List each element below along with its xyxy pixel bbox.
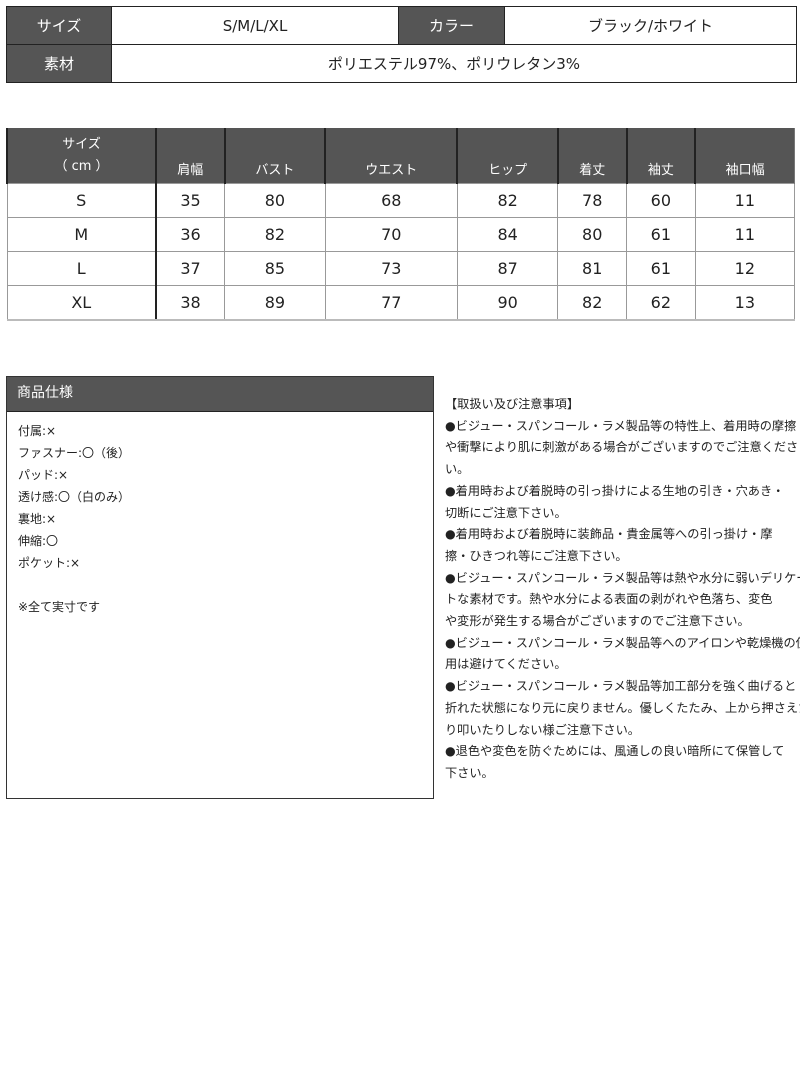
size-cell: S (6, 183, 157, 218)
measurement-cell: 11 (694, 183, 796, 218)
material-value: ポリエステル97%、ポリウレタン3% (111, 44, 797, 83)
measurement-cell: 11 (694, 217, 796, 252)
spec-line: ※全て実寸です (18, 600, 101, 614)
note-line: ●退色や変色を防ぐためには、風通しの良い暗所にて保管して (445, 744, 785, 759)
spec-line: 付属:× (18, 424, 57, 438)
measurement-cell: 35 (155, 183, 226, 218)
spec-line: 透け感:〇（白のみ） (18, 490, 131, 504)
note-line: 切断にご注意下さい。 (445, 505, 567, 520)
note-line: ●着用時および着脱時の引っ掛けによる生地の引き・穴あき・ (445, 483, 785, 498)
column-header: ウエスト (324, 128, 458, 184)
spec-panel: 商品仕様 付属:× ファスナー:〇（後） パッド:× 透け感:〇（白のみ） 裏地:× 伸縮… (6, 376, 434, 799)
note-line: ●ビジュー・スパンコール・ラメ製品等加工部分を強く曲げると (445, 679, 797, 694)
spec-line: 裏地:× (18, 512, 57, 526)
measurement-cell: 60 (626, 183, 696, 218)
measurement-cell: 13 (694, 285, 796, 321)
spec-title: 商品仕様 (7, 377, 433, 412)
note-line: ●ビジュー・スパンコール・ラメ製品等の特性上、着用時の摩擦 (445, 418, 797, 433)
note-line: や変形が発生する場合がございますのでご注意下さい。 (445, 614, 750, 629)
size-cell: XL (6, 285, 157, 321)
notes-title: 【取扱い及び注意事項】 (445, 397, 580, 411)
spec-line: ポケット:× (18, 556, 81, 570)
measurement-cell: 70 (324, 217, 458, 252)
size-table: サイズ（ cm ） 肩幅 バスト ウエスト ヒップ 着丈 袖丈 袖口幅 S 35 80 68 82 7… (6, 128, 796, 321)
note-line: い。 (445, 462, 470, 477)
measurement-cell: 36 (155, 217, 226, 252)
size-cell: M (6, 217, 157, 252)
size-label: サイズ (6, 6, 112, 45)
size-cell: L (6, 251, 157, 286)
table-row: S 35 80 68 82 78 60 11 (6, 183, 796, 218)
measurement-cell: 37 (155, 251, 226, 286)
measurement-cell: 84 (456, 217, 559, 252)
note-line: トな素材です。熱や水分による表面の剥がれや色落ち、変色 (445, 592, 773, 607)
note-line: 擦・ひきつれ等にご注意下さい。 (445, 548, 628, 563)
column-header: 着丈 (556, 128, 628, 184)
column-header: 袖口幅 (694, 128, 796, 184)
spec-line: パッド:× (18, 468, 69, 482)
measurement-cell: 80 (557, 217, 628, 252)
care-notes: 【取扱い及び注意事項】 ●ビジュー・スパンコール・ラメ製品等の特性上、着用時の摩… (445, 394, 800, 785)
measurement-cell: 62 (626, 285, 696, 321)
measurement-cell: 73 (324, 251, 458, 286)
note-line: ●ビジュー・スパンコール・ラメ製品等へのアイロンや乾燥機の使 (445, 635, 800, 650)
measurement-cell: 12 (694, 251, 796, 286)
size-value: S/M/L/XL (111, 6, 399, 45)
spec-line: ファスナー:〇（後） (18, 446, 131, 460)
note-line: ●着用時および着脱時に装飾品・貴金属等への引っ掛け・摩 (445, 527, 773, 542)
measurement-cell: 81 (557, 251, 628, 286)
note-line: 用は避けてください。 (445, 657, 567, 672)
note-line: 下さい。 (445, 765, 494, 780)
column-header: バスト (223, 128, 326, 184)
measurement-cell: 78 (557, 183, 628, 218)
spec-line (18, 574, 433, 596)
measurement-cell: 80 (224, 183, 326, 218)
measurement-cell: 77 (324, 285, 458, 321)
measurement-cell: 82 (456, 183, 559, 218)
spec-body: 付属:× ファスナー:〇（後） パッド:× 透け感:〇（白のみ） 裏地:× 伸縮:〇ポケッ… (7, 412, 433, 618)
measurement-cell: 61 (626, 217, 696, 252)
note-line: や衝撃により肌に刺激がある場合がございますのでご注意くださ (445, 440, 799, 455)
measurement-cell: 87 (456, 251, 559, 286)
column-header: 袖丈 (625, 128, 696, 184)
size-header-line1: サイズ (62, 136, 101, 152)
measurement-cell: 38 (155, 285, 226, 321)
color-value: ブラック/ホワイト (504, 6, 797, 45)
measurement-cell: 82 (557, 285, 628, 321)
size-header: サイズ （ cm ） (6, 128, 157, 184)
measurement-cell: 90 (456, 285, 559, 321)
note-line: り叩いたりしない様ご注意下さい。 (445, 722, 640, 737)
table-row: M 36 82 70 84 80 61 11 (6, 217, 796, 252)
size-header-line2: （ cm ） (54, 158, 109, 174)
note-line: ●ビジュー・スパンコール・ラメ製品等は熱や水分に弱いデリケー (445, 570, 800, 585)
table-row: XL 38 89 77 90 82 62 13 (6, 285, 796, 321)
note-line: 折れた状態になり元に戻りません。優しくたたみ、上から押さえた (445, 700, 800, 715)
measurement-cell: 61 (626, 251, 696, 286)
column-header: 肩幅 (155, 128, 226, 184)
basic-info-table: サイズ S/M/L/XL カラー ブラック/ホワイト 素材 ポリエステル97%、… (6, 6, 797, 83)
spec-line: 伸縮:〇 (18, 534, 59, 548)
material-label: 素材 (6, 44, 112, 83)
measurement-cell: 89 (224, 285, 326, 321)
column-header: ヒップ (456, 128, 559, 184)
color-label: カラー (398, 6, 505, 45)
measurement-cell: 82 (224, 217, 326, 252)
table-row: L 37 85 73 87 81 61 12 (6, 251, 796, 286)
measurement-cell: 85 (224, 251, 326, 286)
measurement-cell: 68 (324, 183, 458, 218)
